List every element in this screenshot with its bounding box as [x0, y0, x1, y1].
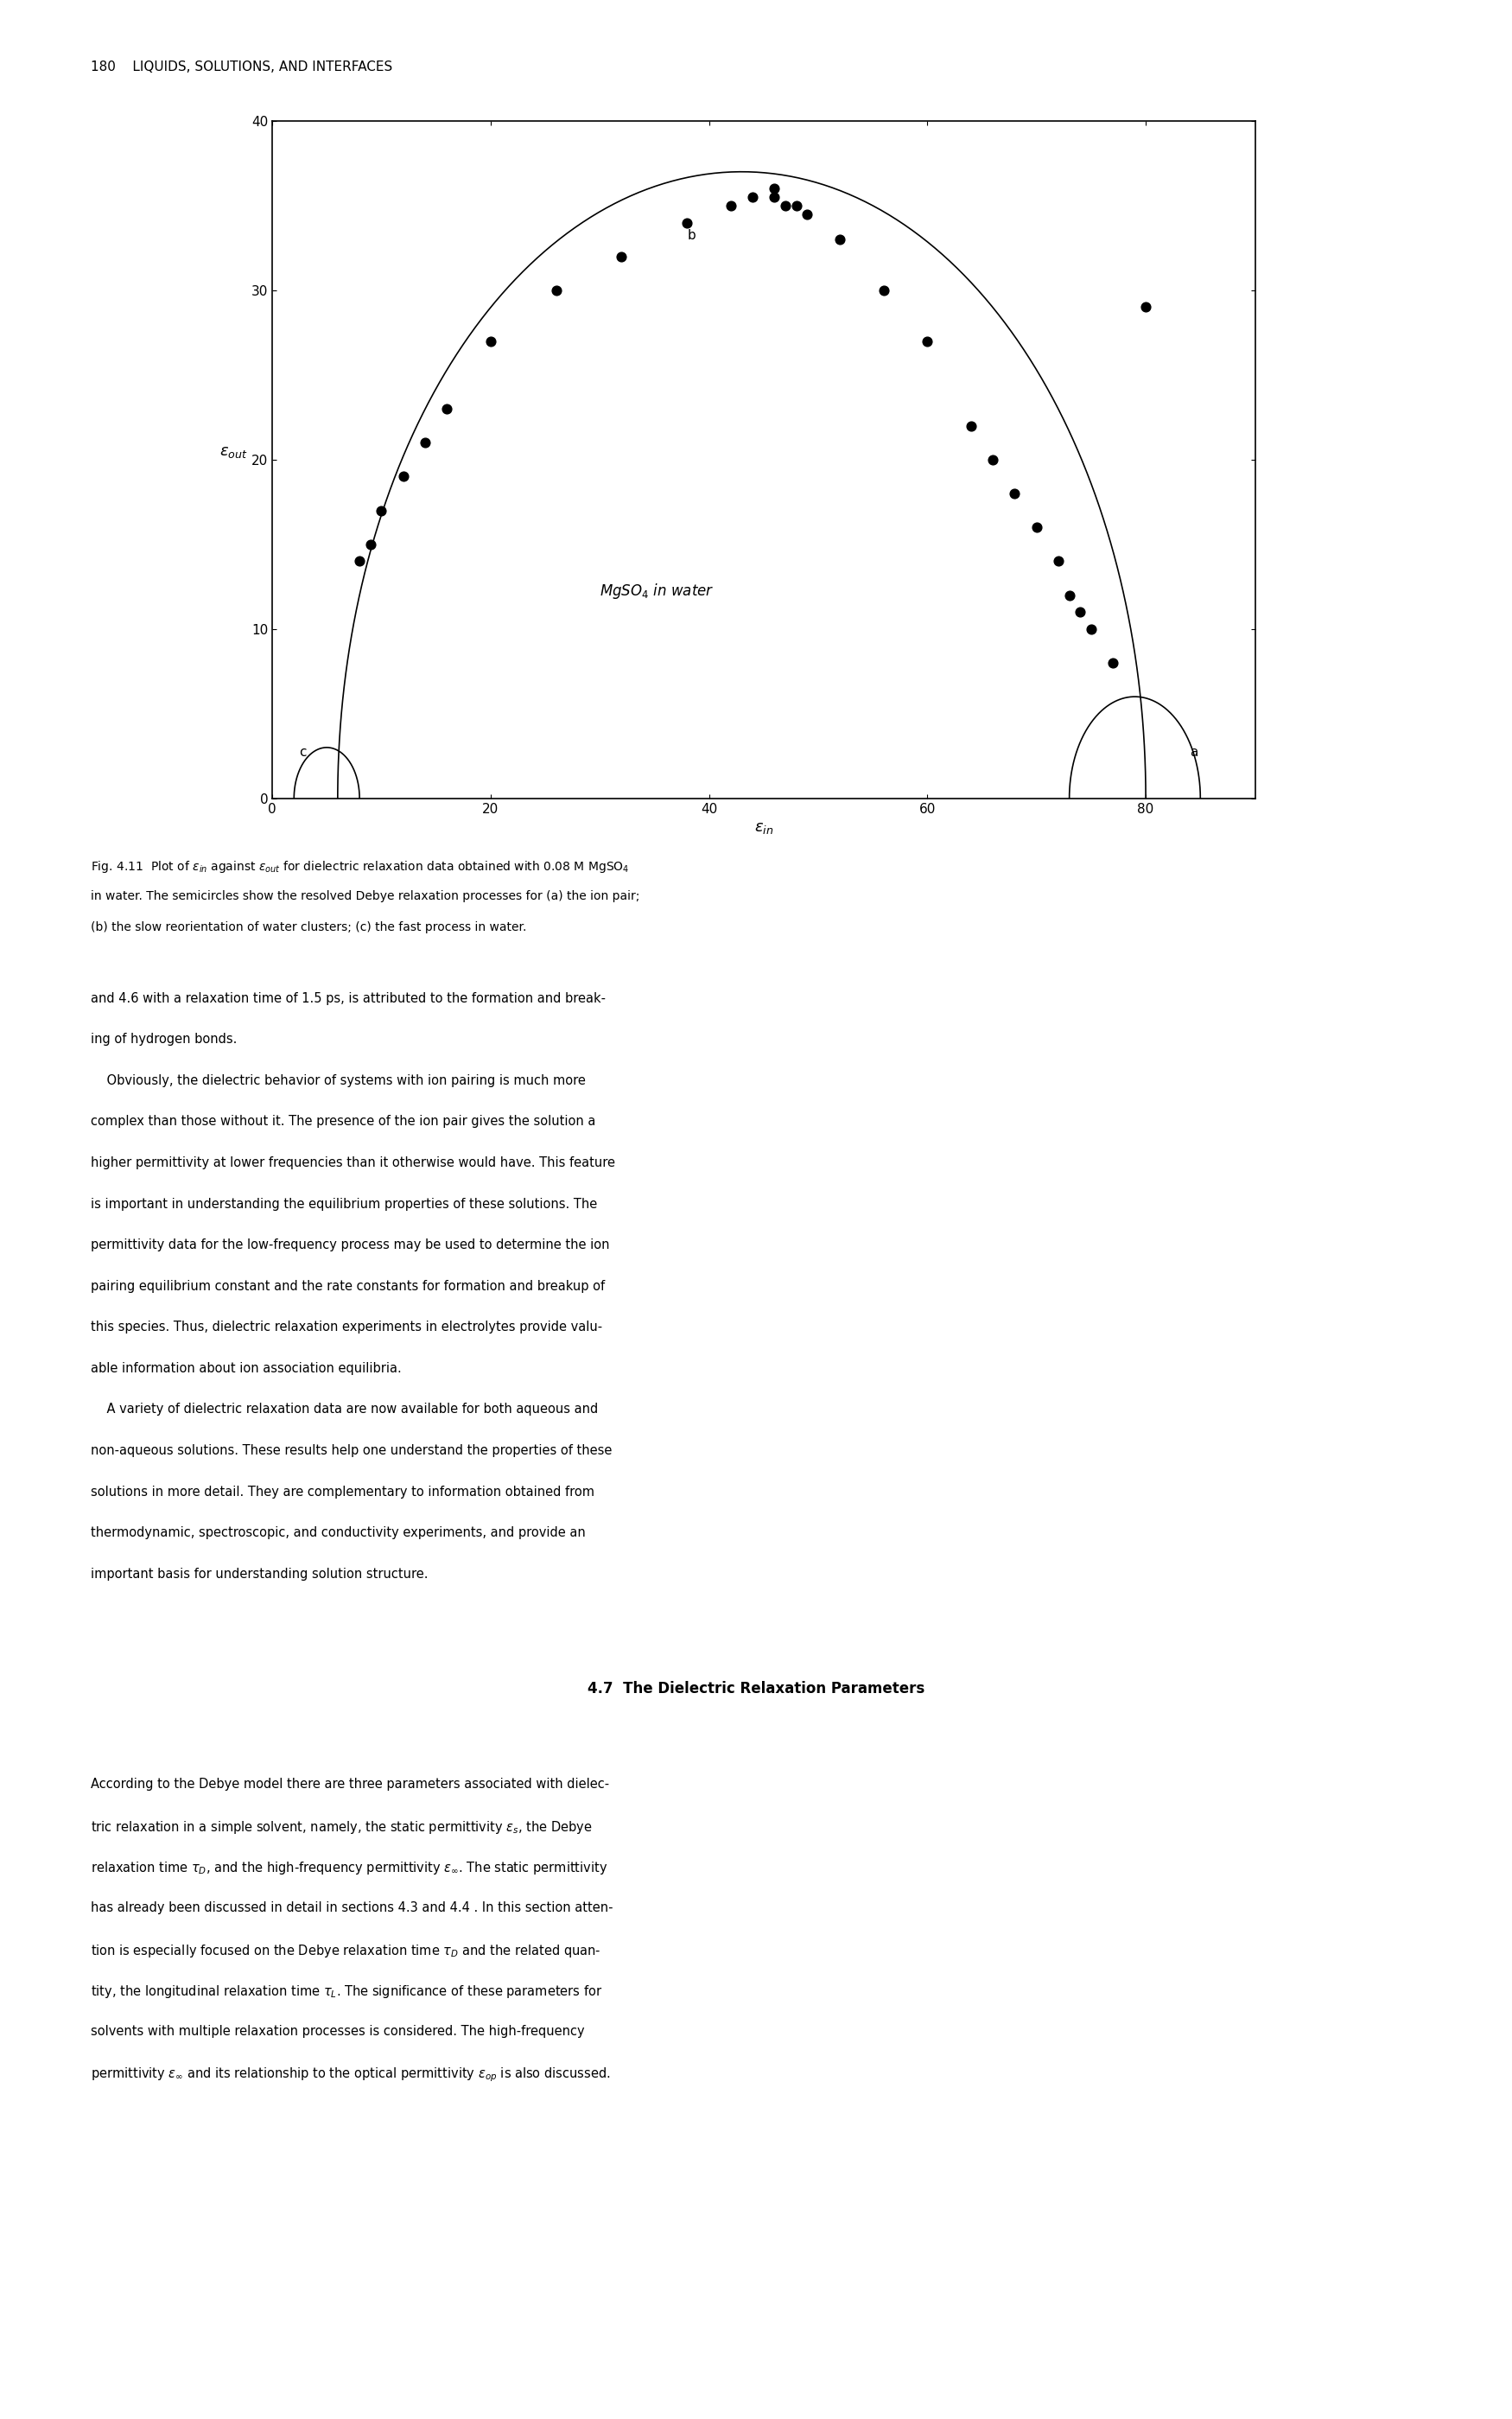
Point: [1025, 508, 1049, 547]
Text: pairing equilibrium constant and the rate constants for formation and breakup of: pairing equilibrium constant and the rat…: [91, 1280, 605, 1292]
Text: A variety of dielectric relaxation data are now available for both aqueous and: A variety of dielectric relaxation data …: [91, 1403, 599, 1415]
Point: [959, 406, 983, 445]
Text: able information about ion association equilibria.: able information about ion association e…: [91, 1362, 402, 1374]
Text: tric relaxation in a simple solvent, namely, the static permittivity $\varepsilo: tric relaxation in a simple solvent, nam…: [91, 1819, 593, 1836]
Text: Obviously, the dielectric behavior of systems with ion pairing is much more: Obviously, the dielectric behavior of sy…: [91, 1074, 585, 1086]
Text: c: c: [299, 745, 307, 760]
Point: [1134, 288, 1158, 327]
Y-axis label: $\varepsilon_{out}$: $\varepsilon_{out}$: [219, 445, 248, 460]
Text: MgSO$_4$ in water: MgSO$_4$ in water: [600, 581, 714, 600]
Text: 4.7  The Dielectric Relaxation Parameters: 4.7 The Dielectric Relaxation Parameters: [587, 1681, 925, 1696]
Point: [392, 457, 416, 496]
Point: [1067, 593, 1092, 631]
Text: b: b: [686, 230, 696, 242]
Point: [478, 322, 502, 360]
Point: [1046, 542, 1070, 581]
Point: [435, 389, 460, 428]
Text: According to the Debye model there are three parameters associated with dielec-: According to the Debye model there are t…: [91, 1778, 609, 1790]
Text: permittivity $\varepsilon_\infty$ and its relationship to the optical permittivi: permittivity $\varepsilon_\infty$ and it…: [91, 2066, 611, 2083]
Text: important basis for understanding solution structure.: important basis for understanding soluti…: [91, 1568, 428, 1580]
Point: [785, 186, 809, 225]
Point: [981, 440, 1005, 479]
Text: solvents with multiple relaxation processes is considered. The high-frequency: solvents with multiple relaxation proces…: [91, 2025, 585, 2037]
Text: permittivity data for the low-frequency process may be used to determine the ion: permittivity data for the low-frequency …: [91, 1239, 609, 1251]
Text: has already been discussed in detail in sections 4.3 and 4.4 . In this section a: has already been discussed in detail in …: [91, 1901, 612, 1913]
Point: [674, 203, 699, 242]
Text: a: a: [1190, 745, 1198, 760]
Text: higher permittivity at lower frequencies than it otherwise would have. This feat: higher permittivity at lower frequencies…: [91, 1156, 615, 1168]
Point: [1002, 474, 1027, 513]
Point: [1101, 643, 1125, 682]
Text: (b) the slow reorientation of water clusters; (c) the fast process in water.: (b) the slow reorientation of water clus…: [91, 922, 526, 934]
Point: [413, 423, 437, 462]
Point: [773, 186, 797, 225]
Text: is important in understanding the equilibrium properties of these solutions. The: is important in understanding the equili…: [91, 1197, 597, 1210]
Point: [358, 525, 383, 564]
Point: [829, 220, 853, 259]
Text: tity, the longitudinal relaxation time $\tau_L$. The significance of these param: tity, the longitudinal relaxation time $…: [91, 1984, 602, 2001]
Point: [795, 196, 820, 235]
Point: [762, 177, 786, 215]
Text: and 4.6 with a relaxation time of 1.5 ps, is attributed to the formation and bre: and 4.6 with a relaxation time of 1.5 ps…: [91, 992, 606, 1004]
Text: 180    LIQUIDS, SOLUTIONS, AND INTERFACES: 180 LIQUIDS, SOLUTIONS, AND INTERFACES: [91, 60, 393, 73]
X-axis label: $\varepsilon_{in}$: $\varepsilon_{in}$: [754, 820, 773, 837]
Text: relaxation time $\tau_D$, and the high-frequency permittivity $\varepsilon_\inft: relaxation time $\tau_D$, and the high-f…: [91, 1860, 608, 1877]
Text: ing of hydrogen bonds.: ing of hydrogen bonds.: [91, 1033, 237, 1045]
Text: this species. Thus, dielectric relaxation experiments in electrolytes provide va: this species. Thus, dielectric relaxatio…: [91, 1321, 602, 1333]
Point: [348, 542, 372, 581]
Point: [544, 271, 569, 310]
Text: non-aqueous solutions. These results help one understand the properties of these: non-aqueous solutions. These results hel…: [91, 1444, 612, 1456]
Point: [871, 271, 895, 310]
Point: [915, 322, 939, 360]
Point: [609, 237, 634, 276]
Text: Fig. 4.11  Plot of $\varepsilon_{in}$ against $\varepsilon_{out}$ for dielectric: Fig. 4.11 Plot of $\varepsilon_{in}$ aga…: [91, 859, 629, 873]
Text: complex than those without it. The presence of the ion pair gives the solution a: complex than those without it. The prese…: [91, 1115, 596, 1127]
Point: [762, 169, 786, 208]
Point: [718, 186, 742, 225]
Text: solutions in more detail. They are complementary to information obtained from: solutions in more detail. They are compl…: [91, 1485, 594, 1497]
Point: [741, 177, 765, 215]
Text: tion is especially focused on the Debye relaxation time $\tau_D$ and the related: tion is especially focused on the Debye …: [91, 1942, 600, 1959]
Point: [1057, 576, 1081, 614]
Point: [1080, 610, 1104, 648]
Text: in water. The semicircles show the resolved Debye relaxation processes for (a) t: in water. The semicircles show the resol…: [91, 890, 640, 902]
Text: thermodynamic, spectroscopic, and conductivity experiments, and provide an: thermodynamic, spectroscopic, and conduc…: [91, 1526, 585, 1538]
Point: [369, 491, 393, 530]
